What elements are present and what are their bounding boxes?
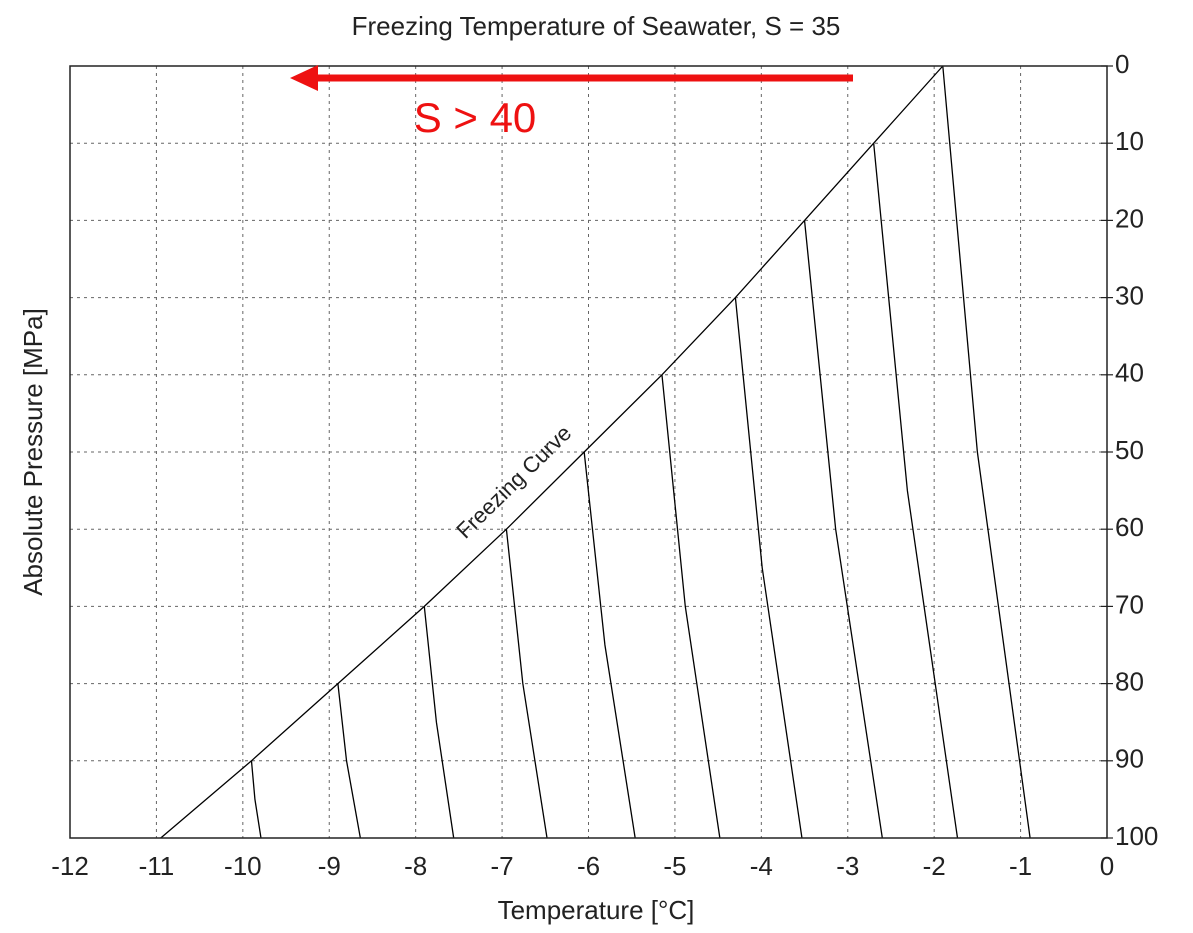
arrow-head <box>290 65 318 91</box>
series-line <box>337 683 361 839</box>
y-tick-label: 10 <box>1115 126 1144 156</box>
y-tick-label: 80 <box>1115 666 1144 696</box>
y-tick-label: 70 <box>1115 589 1144 619</box>
y-tick-label: 20 <box>1115 203 1144 233</box>
x-tick-label: -1 <box>1009 851 1032 881</box>
series-line <box>803 220 883 839</box>
salinity-annotation: S > 40 <box>414 94 537 141</box>
series-line <box>942 65 1031 839</box>
x-tick-label: -6 <box>577 851 600 881</box>
plot-area <box>69 65 1108 839</box>
series-line <box>160 65 944 839</box>
series-line <box>873 143 959 839</box>
series-line <box>423 606 455 839</box>
x-tick-label: 0 <box>1100 851 1114 881</box>
x-tick-label: -3 <box>836 851 859 881</box>
chart-title: Freezing Temperature of Seawater, S = 35 <box>352 11 841 41</box>
y-tick-label: 90 <box>1115 744 1144 774</box>
y-tick-label: 0 <box>1115 49 1129 79</box>
y-tick-label: 30 <box>1115 280 1144 310</box>
y-tick-label: 60 <box>1115 512 1144 542</box>
x-axis-label: Temperature [°C] <box>498 895 695 925</box>
x-tick-label: -9 <box>318 851 341 881</box>
x-tick-label: -10 <box>224 851 262 881</box>
x-tick-label: -5 <box>663 851 686 881</box>
series-line <box>661 374 721 839</box>
series-line <box>250 760 262 839</box>
x-tick-label: -4 <box>750 851 773 881</box>
series-line <box>505 529 548 839</box>
y-tick-label: 50 <box>1115 435 1144 465</box>
y-axis-label: Absolute Pressure [MPa] <box>18 308 48 596</box>
x-tick-label: -12 <box>51 851 89 881</box>
x-tick-label: -7 <box>491 851 514 881</box>
series-line <box>583 451 636 839</box>
y-tick-label: 100 <box>1115 821 1158 851</box>
x-tick-label: -8 <box>404 851 427 881</box>
x-tick-label: -11 <box>139 851 175 881</box>
y-tick-label: 40 <box>1115 358 1144 388</box>
curve-label: Freezing Curve <box>451 420 576 543</box>
x-tick-label: -2 <box>923 851 946 881</box>
series-line <box>734 297 803 839</box>
